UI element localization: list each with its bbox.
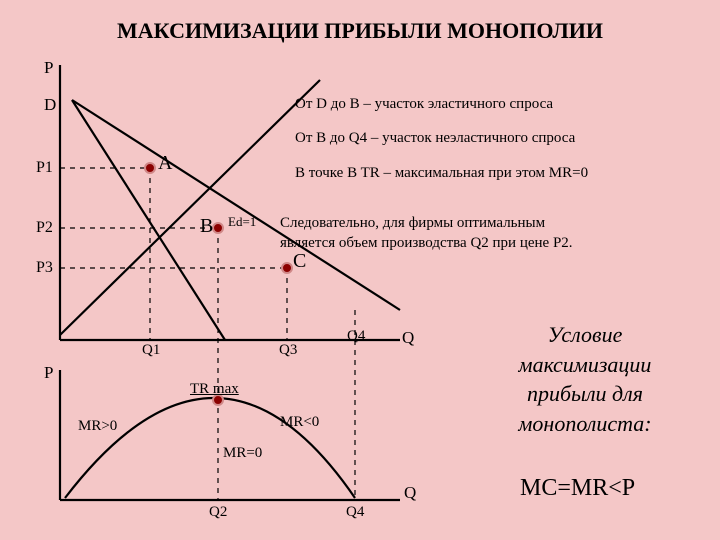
- label-A: A: [158, 152, 172, 175]
- label-B: B: [200, 215, 213, 238]
- label-MRgt: MR>0: [78, 418, 117, 435]
- tr-curve: [65, 398, 355, 498]
- point-b: [213, 223, 223, 233]
- cond-t2: максимизации: [519, 352, 652, 377]
- label-TRmax: TR max: [190, 381, 239, 398]
- label-P2: P2: [36, 219, 53, 237]
- label-Q2: Q2: [209, 504, 227, 521]
- label-Q-top: Q: [402, 328, 414, 348]
- condition-block: Условие максимизации прибыли для монопол…: [470, 320, 700, 439]
- label-Q3: Q3: [279, 342, 297, 359]
- label-P1: P1: [36, 159, 53, 177]
- annot-line1: От D до B – участок эластичного спроса: [295, 96, 553, 113]
- label-MRlt: MR<0: [280, 414, 319, 431]
- label-Q1: Q1: [142, 342, 160, 359]
- cond-t4: монополиста:: [518, 411, 651, 436]
- point-a: [145, 163, 155, 173]
- cond-t3: прибыли для: [527, 381, 643, 406]
- label-Ed: Ed=1: [228, 214, 256, 230]
- annot-line3: В точке B TR – максимальная при этом MR=…: [295, 165, 588, 182]
- label-P-lower: P: [44, 363, 53, 383]
- label-C: C: [293, 250, 306, 273]
- annot-line2: От B до Q4 – участок неэластичного спрос…: [295, 130, 575, 147]
- label-P-upper: P: [44, 58, 53, 78]
- label-Q4-top: Q4: [347, 328, 365, 345]
- point-c: [282, 263, 292, 273]
- label-Q-lower: Q: [404, 483, 416, 503]
- label-D: D: [44, 95, 56, 115]
- label-P3: P3: [36, 259, 53, 277]
- annot-line4b: является объем производства Q2 при цене …: [280, 235, 573, 252]
- annot-line4a: Следовательно, для фирмы оптимальным: [280, 215, 545, 232]
- cond-t1: Условие: [548, 322, 623, 347]
- label-MReq: MR=0: [223, 445, 262, 462]
- label-Q4: Q4: [346, 504, 364, 521]
- formula: MC=MR<P: [520, 475, 635, 502]
- diagram-svg: [0, 0, 720, 540]
